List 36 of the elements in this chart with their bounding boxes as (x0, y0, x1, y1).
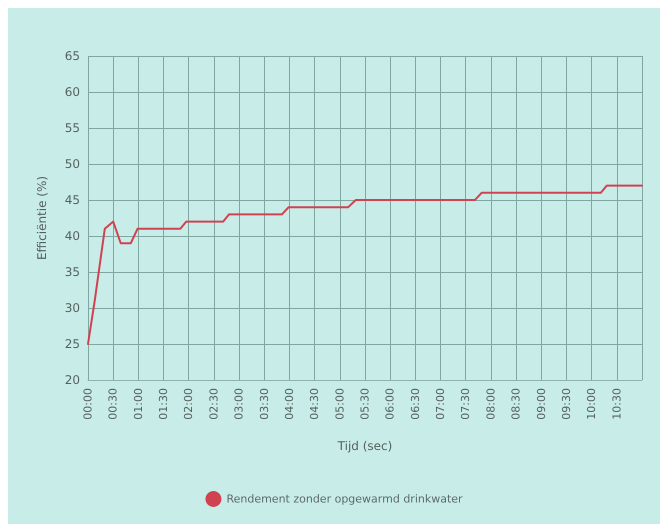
y-tick-label: 60 (64, 85, 80, 99)
x-tick-label: 07:00 (434, 388, 448, 420)
y-tick-label: 35 (64, 265, 80, 279)
x-tick-label: 04:30 (308, 388, 322, 420)
x-tick-label: 05:30 (358, 388, 372, 420)
y-axis-title: Efficiëntie (%) (35, 176, 49, 260)
x-tick-label: 10:00 (585, 388, 598, 420)
x-tick-label: 06:30 (408, 388, 422, 420)
x-tick-label: 09:30 (560, 388, 573, 420)
x-tick-label: 02:30 (207, 388, 220, 420)
y-tick-label: 25 (64, 337, 80, 351)
x-tick-label: 10:30 (610, 388, 624, 420)
line-series (87, 184, 643, 345)
x-tick-label: 01:00 (132, 388, 145, 420)
x-tick-label: 01:30 (157, 388, 170, 420)
x-tick-label: 02:00 (182, 388, 196, 420)
x-tick-label: 03:00 (232, 388, 246, 420)
x-tick-label: 09:00 (534, 388, 548, 420)
legend-label: Rendement zonder opgewarmd drinkwater (226, 492, 464, 506)
y-tick-label: 50 (64, 157, 80, 171)
y-tick-label: 30 (64, 301, 80, 315)
x-tick-label: 07:30 (459, 388, 472, 420)
y-tick-label: 45 (64, 193, 80, 207)
x-tick-label: 05:00 (333, 388, 346, 420)
x-tick-label: 04:00 (282, 388, 296, 420)
x-tick-label: 00:30 (106, 388, 120, 420)
x-axis-title: Tijd (sec) (336, 439, 392, 453)
y-tick-label: 65 (64, 49, 80, 63)
y-tick-label: 40 (64, 229, 80, 243)
x-tick-label: 06:00 (384, 388, 397, 420)
x-tick-label: 08:00 (484, 388, 498, 420)
x-tick-label: 03:30 (258, 388, 271, 420)
x-tick-label: 00:00 (82, 388, 94, 420)
y-tick-label: 20 (64, 373, 80, 387)
y-tick-label: 55 (64, 121, 80, 135)
x-tick-label: 08:30 (510, 388, 523, 420)
